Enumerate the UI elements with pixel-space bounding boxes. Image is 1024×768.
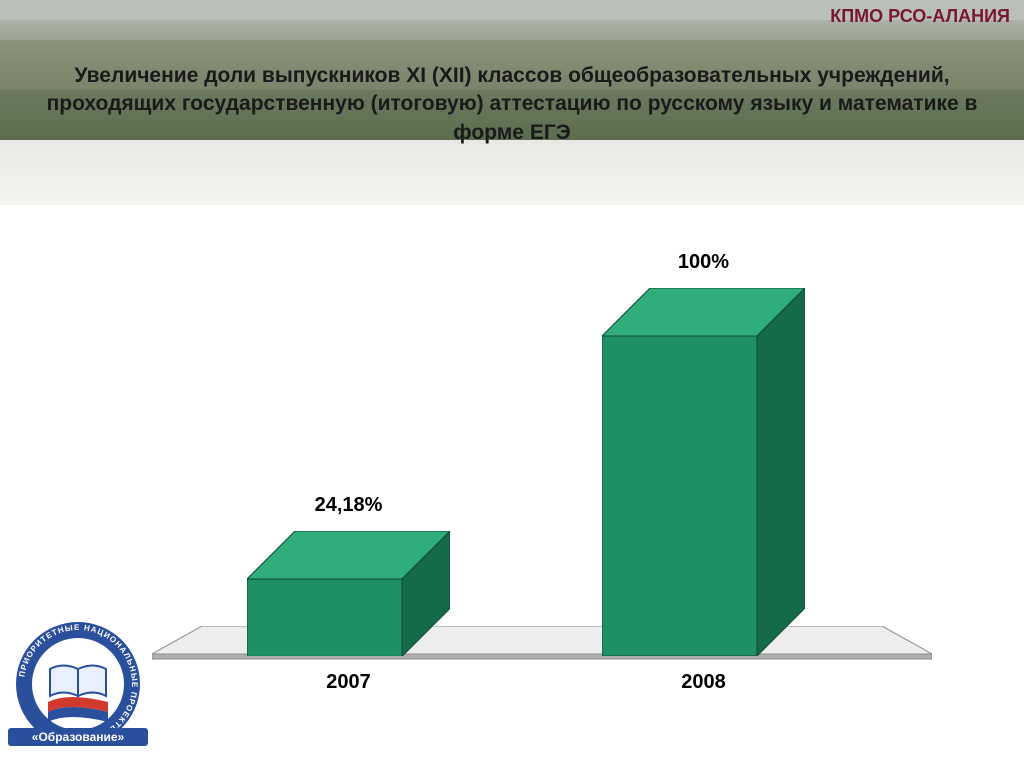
bar-2007 [247, 531, 450, 656]
x-label-2008: 2008 [602, 671, 805, 694]
chart-bars [152, 276, 932, 656]
chart-stage: 24,18% 2007 100% 2008 [152, 240, 932, 700]
project-logo: ПРИОРИТЕТНЫЕ НАЦИОНАЛЬНЫЕ ПРОЕКТЫ «Образ… [8, 614, 148, 754]
brand-label: КПМО РСО-АЛАНИЯ [830, 6, 1010, 27]
x-label-2007: 2007 [247, 671, 450, 694]
bar-value-2008: 100% [602, 251, 805, 274]
bar-value-2007: 24,18% [247, 494, 450, 517]
logo-caption: «Образование» [8, 728, 148, 746]
slide-title: Увеличение доли выпускников XI (XII) кла… [40, 62, 984, 147]
bar-2008 [602, 288, 805, 656]
